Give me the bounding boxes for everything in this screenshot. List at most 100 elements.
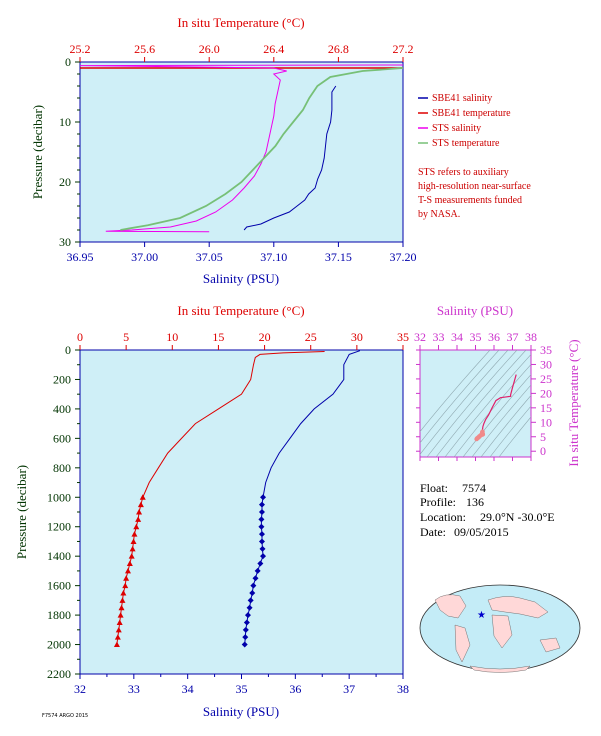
sts-note: STS refers to auxiliary high-resolution … xyxy=(418,167,531,220)
sal-tick-label: 37 xyxy=(343,682,355,696)
temp-tick-label: 20 xyxy=(259,330,271,344)
sts-temperature-line xyxy=(120,67,404,231)
float-position-marker: ★ xyxy=(477,610,486,621)
ts-sal-axis-label: Salinity (PSU) xyxy=(437,303,513,318)
legend-item-sts-temperature: STS temperature xyxy=(418,138,500,149)
ts-sal-tick-label: 37 xyxy=(507,330,519,344)
temperature-marker xyxy=(117,612,124,618)
bottom-temp-axis-label: In situ Temperature (°C) xyxy=(177,303,304,318)
salinity-marker xyxy=(242,634,249,641)
temperature-marker xyxy=(130,538,137,544)
pressure-tick-label: 200 xyxy=(53,372,71,386)
ts-sal-tick-label: 36 xyxy=(488,330,500,344)
date-value: 09/05/2015 xyxy=(454,525,509,539)
density-contour xyxy=(480,394,531,457)
note-line: by NASA. xyxy=(418,209,460,220)
salinity-marker xyxy=(250,582,257,589)
density-contour xyxy=(462,374,531,457)
top-series-group xyxy=(79,64,404,233)
temperature-marker xyxy=(123,575,130,581)
salinity-marker xyxy=(258,538,265,545)
pressure-tick-label: 2200 xyxy=(47,667,71,681)
land-south-america xyxy=(454,624,471,663)
sbe41-salinity-line xyxy=(243,85,337,231)
bottom-axis-ticks: 32 33 34 35 36 37 38 0 5 10 15 20 25 30 35 0 200 400 600 80… xyxy=(47,330,409,696)
temperature-marker xyxy=(126,560,133,567)
temperature-marker xyxy=(129,545,136,552)
ts-temp-tick-label: 35 xyxy=(540,343,552,357)
sal-tick-label: 32 xyxy=(74,682,86,696)
top-pressure-axis-label: Pressure (decibar) xyxy=(30,105,45,199)
bottom-pressure-axis-label: Pressure (decibar) xyxy=(14,465,29,559)
location-label: Location: xyxy=(420,510,466,524)
temp-tick-label: 26.0 xyxy=(199,42,220,56)
salinity-marker xyxy=(258,516,265,523)
ts-curve-group xyxy=(474,374,517,442)
temperature-marker xyxy=(128,553,135,559)
land-eurasia xyxy=(487,596,549,619)
land-australia xyxy=(539,637,561,653)
sal-tick-label: 37.20 xyxy=(390,250,417,264)
note-line: T-S measurements funded xyxy=(418,195,522,206)
bottom-sal-axis-label: Salinity (PSU) xyxy=(203,704,279,719)
land-africa xyxy=(491,614,513,649)
ts-temp-tick-label: 10 xyxy=(540,415,552,429)
profile-label: Profile: xyxy=(420,495,456,509)
ts-sal-tick-label: 35 xyxy=(470,330,482,344)
top-temp-axis-label: In situ Temperature (°C) xyxy=(177,15,304,30)
density-contour xyxy=(498,416,531,457)
ts-point xyxy=(474,436,479,442)
legend-item-sts-salinity: STS salinity xyxy=(418,123,481,134)
top-sal-axis-label: Salinity (PSU) xyxy=(203,271,279,286)
ts-temp-tick-label: 0 xyxy=(540,444,546,458)
salinity-marker xyxy=(258,501,265,508)
temperature-marker xyxy=(137,501,144,508)
pressure-tick-label: 20 xyxy=(59,175,71,189)
salinity-marker xyxy=(243,619,250,626)
temperature-profile-line xyxy=(116,351,325,645)
salinity-marker xyxy=(258,523,265,530)
density-contour xyxy=(471,384,531,457)
temp-tick-label: 27.2 xyxy=(393,42,414,56)
density-contours xyxy=(420,350,531,457)
salinity-marker xyxy=(258,509,265,515)
bottom-series-group xyxy=(113,350,361,648)
temp-tick-label: 30 xyxy=(351,330,363,344)
float-label: Float: xyxy=(420,481,448,495)
profile-value: 136 xyxy=(466,495,484,509)
density-contour xyxy=(453,364,531,457)
top-chart: 36.95 37.00 37.05 37.10 37.15 37.20 25.2 25.6 26… xyxy=(30,15,417,286)
pressure-tick-label: 1800 xyxy=(47,608,71,622)
world-map: ★ xyxy=(419,584,581,673)
sal-tick-label: 37.05 xyxy=(196,250,223,264)
sal-tick-label: 34 xyxy=(182,682,194,696)
density-contour xyxy=(444,353,531,457)
ts-sal-tick-label: 33 xyxy=(433,330,445,344)
salinity-marker xyxy=(241,641,248,648)
top-plot-area xyxy=(79,61,404,243)
temp-tick-label: 15 xyxy=(212,330,224,344)
temperature-marker xyxy=(136,509,143,515)
footer-text: F7574 ARGO 2015 xyxy=(42,713,88,719)
pressure-tick-label: 0 xyxy=(65,55,71,69)
pressure-tick-label: 1400 xyxy=(47,549,71,563)
sts-salinity-line xyxy=(79,64,404,233)
map-land xyxy=(434,594,561,673)
salinity-marker xyxy=(259,545,266,552)
salinity-marker xyxy=(260,553,267,560)
pressure-tick-label: 10 xyxy=(59,115,71,129)
ts-temp-tick-label: 30 xyxy=(540,357,552,371)
sal-tick-label: 38 xyxy=(397,682,409,696)
sal-tick-label: 37.15 xyxy=(325,250,352,264)
temp-tick-label: 25 xyxy=(305,330,317,344)
location-value: 29.0°N -30.0°E xyxy=(480,510,555,524)
temperature-marker xyxy=(120,590,127,596)
float-value: 7574 xyxy=(462,481,486,495)
pressure-tick-label: 600 xyxy=(53,431,71,445)
bottom-plot-area xyxy=(79,349,404,675)
temperature-marker xyxy=(131,531,138,537)
density-contour xyxy=(426,350,518,457)
sal-tick-label: 36 xyxy=(289,682,301,696)
temp-tick-label: 35 xyxy=(397,330,409,344)
